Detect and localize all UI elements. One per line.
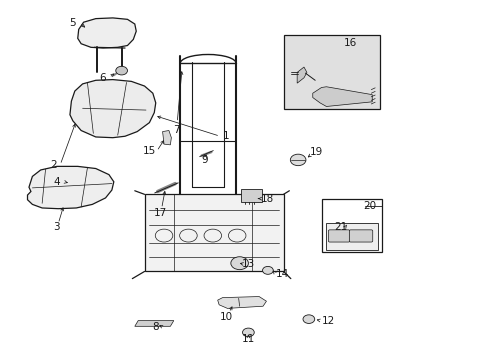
Circle shape bbox=[262, 266, 273, 274]
Text: 8: 8 bbox=[152, 322, 159, 332]
Text: 21: 21 bbox=[334, 222, 347, 232]
FancyBboxPatch shape bbox=[348, 230, 372, 242]
FancyBboxPatch shape bbox=[326, 223, 377, 250]
Polygon shape bbox=[312, 87, 371, 107]
Text: 17: 17 bbox=[154, 208, 167, 218]
Text: 18: 18 bbox=[261, 194, 274, 204]
Text: 13: 13 bbox=[241, 259, 255, 269]
Polygon shape bbox=[217, 297, 266, 309]
Polygon shape bbox=[135, 320, 173, 326]
Text: 10: 10 bbox=[219, 312, 232, 322]
Circle shape bbox=[116, 66, 127, 75]
Text: 1: 1 bbox=[222, 131, 229, 141]
Text: 5: 5 bbox=[69, 18, 76, 28]
Circle shape bbox=[290, 154, 305, 166]
Polygon shape bbox=[297, 67, 306, 83]
Polygon shape bbox=[284, 36, 379, 109]
Text: 19: 19 bbox=[309, 147, 323, 157]
Polygon shape bbox=[78, 18, 136, 48]
Text: 12: 12 bbox=[321, 316, 334, 325]
Text: 9: 9 bbox=[201, 155, 207, 165]
Text: 20: 20 bbox=[363, 201, 376, 211]
Text: 2: 2 bbox=[50, 160, 57, 170]
Text: 3: 3 bbox=[53, 222, 60, 232]
Text: 11: 11 bbox=[241, 333, 255, 343]
Circle shape bbox=[242, 328, 254, 337]
FancyBboxPatch shape bbox=[328, 230, 349, 242]
Circle shape bbox=[230, 257, 248, 270]
FancyBboxPatch shape bbox=[241, 189, 261, 202]
Text: 7: 7 bbox=[173, 125, 179, 135]
Polygon shape bbox=[27, 166, 114, 209]
Polygon shape bbox=[321, 199, 382, 252]
Circle shape bbox=[303, 315, 314, 323]
Polygon shape bbox=[162, 131, 171, 145]
Polygon shape bbox=[70, 80, 156, 138]
Text: 14: 14 bbox=[275, 269, 288, 279]
Polygon shape bbox=[144, 194, 283, 271]
Text: 15: 15 bbox=[142, 146, 156, 156]
Text: 16: 16 bbox=[344, 38, 357, 48]
Text: 6: 6 bbox=[99, 73, 105, 83]
Text: 4: 4 bbox=[53, 177, 60, 187]
